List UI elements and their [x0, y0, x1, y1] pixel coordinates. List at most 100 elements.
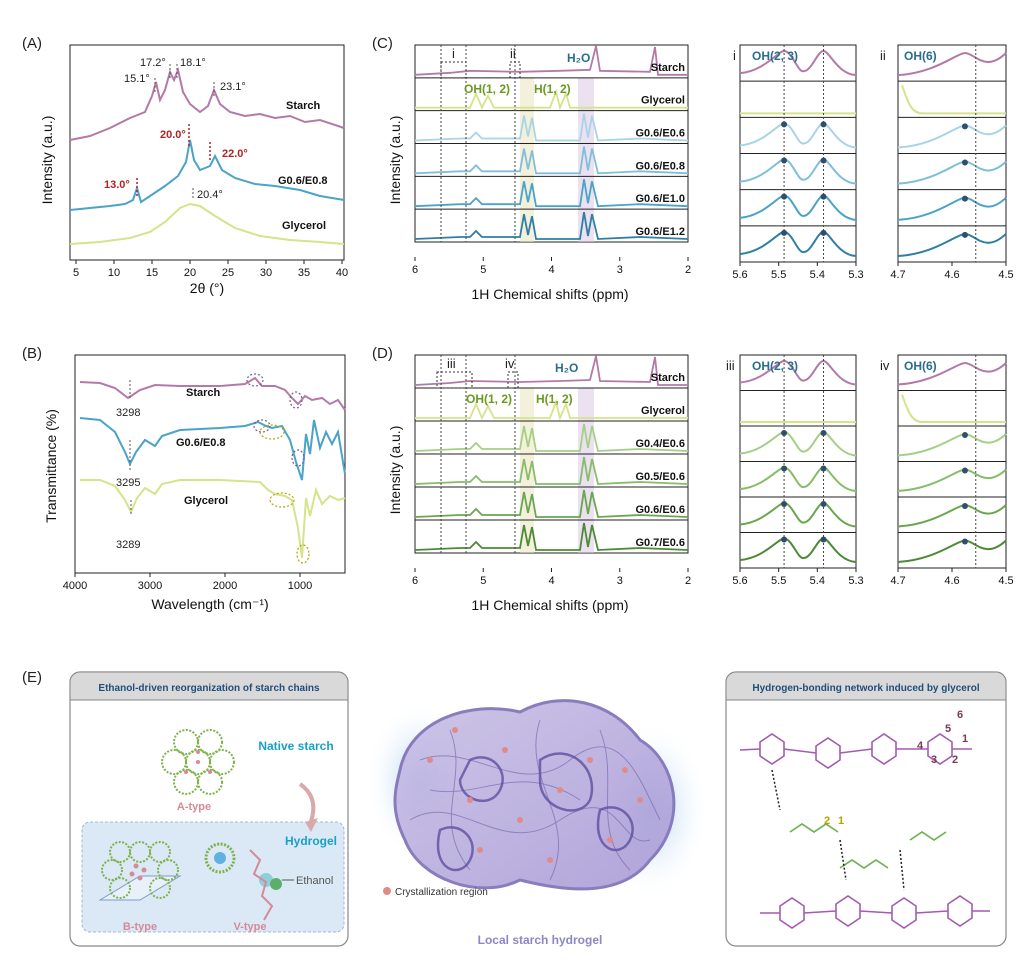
panel-d-x-tick: 5	[480, 575, 486, 587]
inset-spectrum	[897, 51, 1007, 77]
ftir-label-starch: Starch	[186, 387, 221, 399]
nmr-row-label: G0.6/E1.2	[635, 226, 685, 238]
inset-spectrum	[897, 539, 1007, 563]
pos-2-label: 2	[952, 754, 958, 766]
xrd-label-glycerol: Glycerol	[282, 220, 326, 232]
inset-iii-tick: 5.6	[732, 575, 747, 587]
h2o-label-c: H₂O	[567, 51, 590, 65]
glucose-chain-bottom-icon	[760, 895, 990, 929]
b-type-label: B-type	[123, 921, 157, 933]
panel-d-stack: Starch Glycerol G0.4/E0.6 G0.5/E0.6 G0.6/E0.…	[414, 354, 689, 554]
panel-d-inset-iv: 4.7 4.6 4.5	[890, 354, 1014, 587]
panel-c-xticks: 6 5 4 3 2	[412, 257, 691, 276]
panel-d-chart: Intensity (a.u.) 1H Chemical shifts (ppm…	[387, 354, 691, 613]
xrd-g06e08-curve	[69, 139, 345, 211]
inset-iv-tick: 4.5	[998, 575, 1013, 587]
h12-label-c: H(1, 2)	[534, 82, 571, 96]
b-type-structure-icon	[98, 841, 182, 901]
v-type-label: V-type	[233, 921, 266, 933]
native-starch-label: Native starch	[258, 739, 333, 753]
inset-spectrum	[897, 361, 1007, 386]
glucose-chain-top-icon	[739, 733, 972, 769]
nmr-spectrum-2	[414, 113, 689, 142]
inset-spectrum	[739, 122, 857, 149]
inset-spectrum	[739, 501, 857, 528]
peak-13-0: 13.0°	[104, 179, 130, 191]
nmr-spectrum-3	[414, 146, 689, 175]
inset-i-tick: 5.3	[848, 269, 863, 281]
inset-iii-roman: iii	[726, 358, 735, 373]
xrd-glycerol-curve	[69, 202, 345, 245]
peak-18-1: 18.1°	[180, 57, 206, 69]
panel-d-x-tick: 4	[548, 575, 554, 587]
inset-spectrum	[897, 232, 1007, 257]
inset-spectrum	[739, 230, 857, 257]
ftir-label-g06e08: G0.6/E0.8	[176, 437, 226, 449]
peak-17-2: 17.2°	[140, 57, 166, 69]
panel-d-ylabel: Intensity (a.u.)	[387, 426, 403, 515]
panel-b-x-tick: 2000	[213, 580, 237, 592]
panel-c-ylabel: Intensity (a.u.)	[387, 116, 403, 205]
crystal-region-legend: Crystallization region	[395, 887, 488, 898]
a-type-label: A-type	[177, 801, 211, 813]
inset-ii-tick: 4.7	[890, 269, 905, 281]
nmr-spectrum-4	[414, 179, 689, 208]
panel-a-x-tick: 10	[108, 267, 120, 279]
region-ii-label: ii	[510, 46, 516, 61]
panel-e-left-box: Ethanol-driven reorganization of starch …	[69, 671, 349, 947]
v-type-structure-icon	[204, 842, 282, 921]
panel-label-b: (B)	[22, 345, 42, 362]
panel-d-xlabel: 1H Chemical shifts (ppm)	[471, 597, 628, 613]
inset-ii-tick: 4.6	[944, 269, 959, 281]
glycerol-molecules-icon	[789, 823, 947, 869]
pos-1-label: 1	[962, 733, 968, 745]
panel-b-x-tick: 4000	[63, 580, 87, 592]
panel-c-x-tick: 5	[480, 264, 486, 276]
inset-ii-title: OH(6)	[904, 49, 937, 63]
inset-iv-title: OH(6)	[904, 359, 937, 373]
inset-iv-roman: iv	[880, 358, 890, 373]
panel-b-xlabel: Wavelength (cm⁻¹)	[151, 596, 268, 612]
right-box-title: Hydrogen-bonding network induced by glyc…	[752, 683, 979, 694]
inset-iii-tick: 5.4	[810, 575, 825, 587]
nmr-row-label: Starch	[651, 372, 686, 384]
panel-a-xlabel: 2θ (°)	[190, 280, 224, 296]
panel-a-x-tick: 35	[298, 267, 310, 279]
panel-b-chart: Transmittance (%) Wavelength (cm⁻¹) 4000…	[43, 354, 346, 612]
panel-e-right-box: Hydrogen-bonding network induced by glyc…	[725, 671, 1007, 947]
nmr-spectrum-1	[415, 88, 688, 111]
gly-pos-2-label: 2	[824, 815, 830, 827]
xrd-label-g06e08: G0.6/E0.8	[278, 175, 328, 187]
pos-4-label: 4	[917, 740, 924, 752]
panel-a-x-tick: 5	[73, 267, 79, 279]
nmr-row-label: G0.6/E0.6	[635, 128, 685, 140]
inset-spectrum	[739, 466, 857, 492]
panel-label-c: (C)	[372, 35, 393, 52]
inset-spectrum	[739, 158, 857, 185]
region-iii-label: iii	[447, 356, 456, 371]
peak-23-1: 23.1°	[220, 81, 246, 93]
gly-pos-1-label: 1	[838, 815, 844, 827]
inset-spectrum	[739, 49, 857, 77]
inset-spectrum	[897, 196, 1007, 221]
panel-c-chart: Intensity (a.u.) 1H Chemical shifts (ppm…	[387, 44, 691, 302]
peak-22-0: 22.0°	[222, 148, 248, 160]
pos-3-label: 3	[931, 754, 937, 766]
inset-iii-tick: 5.3	[848, 575, 863, 587]
inset-i-tick: 5.5	[771, 269, 786, 281]
nmr-row-label: G0.6/E0.6	[635, 504, 685, 516]
nmr-row-label: G0.7/E0.6	[635, 537, 685, 549]
panel-c-inset-i: 5.6 5.5 5.4 5.3	[732, 44, 864, 281]
nmr-row-label: G0.6/E1.0	[635, 193, 685, 205]
inset-ii-roman: ii	[880, 48, 886, 63]
nmr-spectrum-3	[414, 456, 689, 485]
inset-i-roman: i	[733, 48, 736, 63]
oh12-label-c: OH(1, 2)	[464, 82, 510, 96]
ftir-peak-3289: 3289	[116, 539, 140, 551]
pos-5-label: 5	[945, 723, 951, 735]
panel-label-d: (D)	[372, 345, 393, 362]
inset-spectrum	[901, 394, 1006, 423]
inset-i-tick: 5.4	[810, 269, 825, 281]
nmr-row-label: G0.5/E0.6	[635, 471, 685, 483]
